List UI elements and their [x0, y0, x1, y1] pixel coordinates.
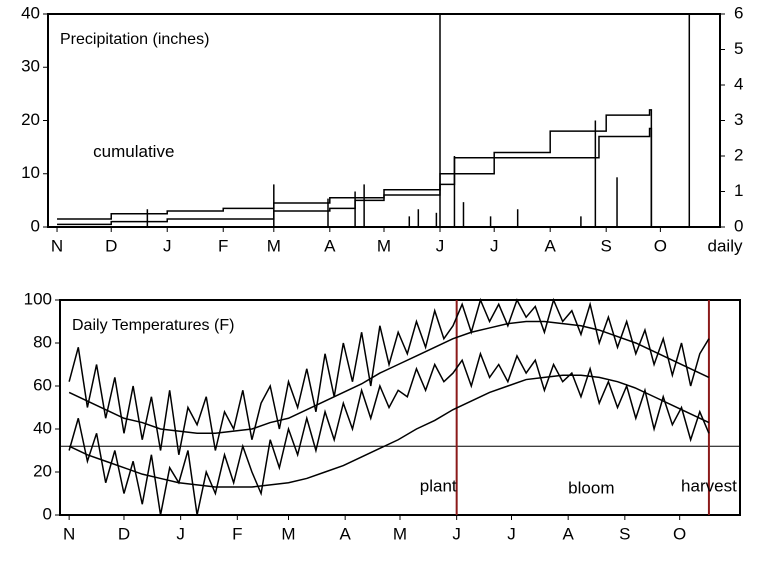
- event-label: harvest: [681, 476, 737, 495]
- y-tick-label: 20: [21, 110, 40, 129]
- x-tick-label: J: [452, 524, 461, 543]
- event-label: plant: [420, 476, 457, 495]
- annotation: cumulative: [93, 142, 174, 161]
- y-tick-label: 60: [33, 375, 52, 394]
- y2-tick-label: 4: [734, 74, 743, 93]
- x-tick-label: D: [118, 524, 130, 543]
- y2-tick-label: 2: [734, 145, 743, 164]
- y-tick-label: 40: [21, 3, 40, 22]
- y2-tick-label: 0: [734, 216, 743, 235]
- y-tick-label: 20: [33, 461, 52, 480]
- series-line: [57, 109, 653, 227]
- x-tick-label: J: [176, 524, 185, 543]
- x-tick-label: M: [377, 236, 391, 255]
- series-line: [68, 320, 710, 435]
- x-tick-label: N: [63, 524, 75, 543]
- x-tick-label: O: [673, 524, 686, 543]
- x-tick-label: J: [490, 236, 499, 255]
- x-tick-label: F: [232, 524, 242, 543]
- x-tick-label: O: [654, 236, 667, 255]
- x-tick-label: J: [436, 236, 445, 255]
- x-tick-label: A: [563, 524, 575, 543]
- x-tick-label: A: [545, 236, 557, 255]
- x-tick-label: D: [105, 236, 117, 255]
- y-tick-label: 100: [24, 289, 52, 308]
- y2-tick-label: 6: [734, 3, 743, 22]
- series-line: [57, 127, 653, 227]
- y2-tick-label: 5: [734, 39, 743, 58]
- y-tick-label: 10: [21, 163, 40, 182]
- series-line: [68, 374, 710, 488]
- x-tick-label: A: [339, 524, 351, 543]
- series-line: [68, 351, 710, 516]
- y2-tick-label: 1: [734, 181, 743, 200]
- x-tick-label: S: [601, 236, 612, 255]
- x-tick-label: J: [163, 236, 172, 255]
- x-tick-label: M: [393, 524, 407, 543]
- annotation: bloom: [568, 479, 614, 498]
- chart-title: Precipitation (inches): [60, 31, 209, 48]
- y-tick-label: 80: [33, 332, 52, 351]
- y2-tick-label: 3: [734, 110, 743, 129]
- x-tick-label: J: [507, 524, 516, 543]
- y-tick-label: 0: [31, 216, 40, 235]
- y-tick-label: 0: [43, 504, 52, 523]
- chart-title: Daily Temperatures (F): [72, 317, 234, 334]
- x-tick-label: M: [267, 236, 281, 255]
- x-tick-label: N: [51, 236, 63, 255]
- x-tick-label: F: [218, 236, 228, 255]
- x-tick-label: S: [619, 524, 630, 543]
- y-tick-label: 30: [21, 57, 40, 76]
- x-tick-label: A: [324, 236, 336, 255]
- x-tick-label: M: [281, 524, 295, 543]
- y2-axis-label: daily: [708, 236, 743, 255]
- y-tick-label: 40: [33, 418, 52, 437]
- series-line: [68, 297, 710, 455]
